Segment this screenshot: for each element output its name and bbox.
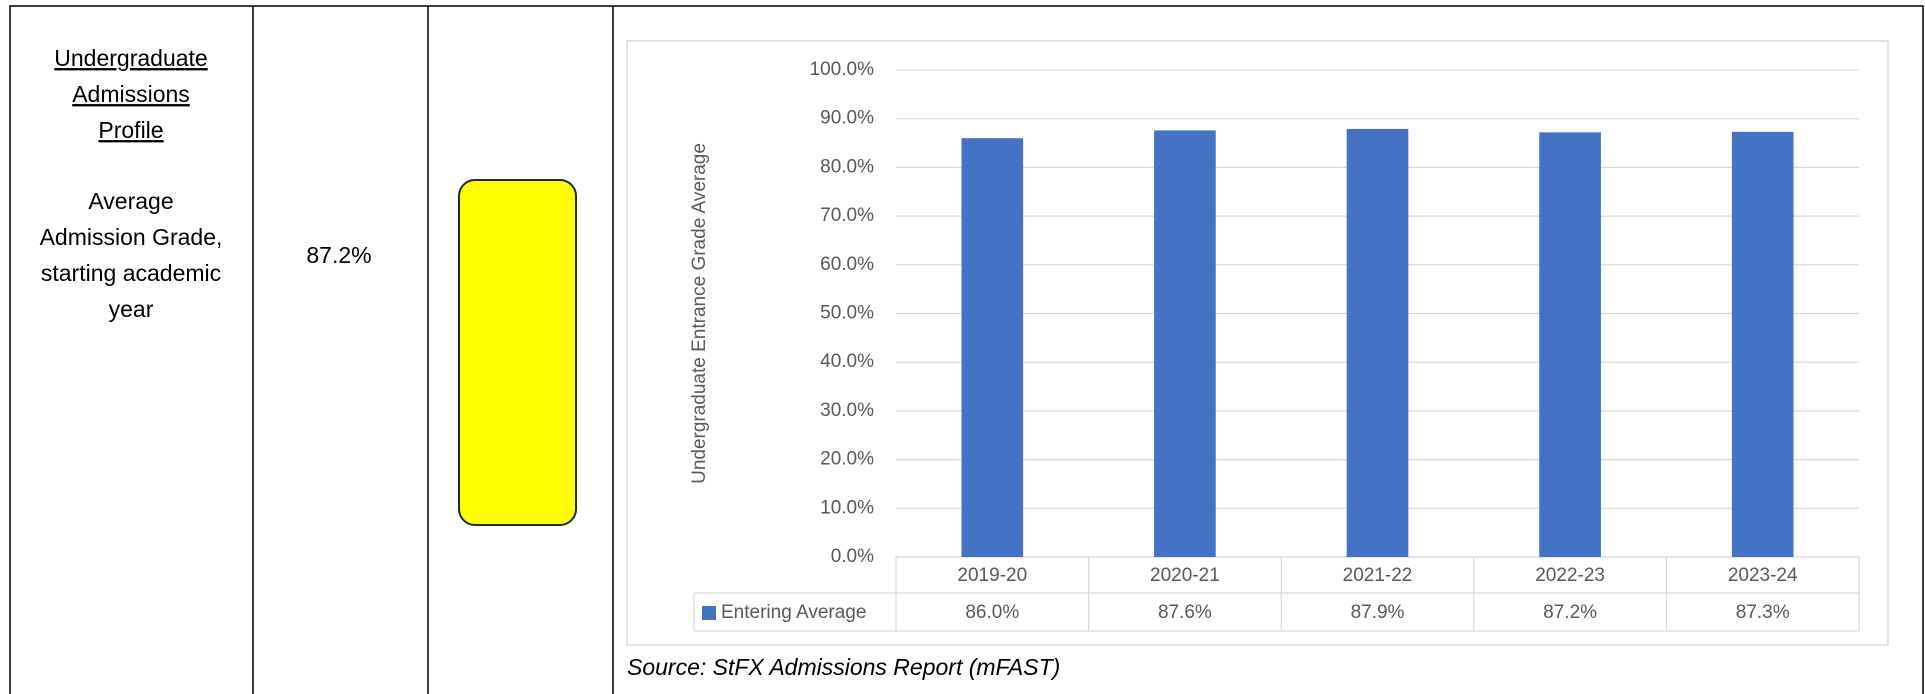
legend-label: Entering Average	[721, 602, 866, 623]
status-indicator	[458, 179, 577, 526]
data-table-value: 87.3%	[1736, 602, 1790, 623]
data-table-value: 87.2%	[1543, 602, 1597, 623]
y-axis-title: Undergraduate Entrance Grade Average	[689, 143, 710, 484]
x-tick-label: 2021-22	[1343, 565, 1413, 586]
y-tick-label: 90.0%	[820, 108, 874, 129]
y-tick-label: 10.0%	[820, 497, 874, 518]
legend-swatch	[702, 606, 716, 620]
profile-heading: Profile	[98, 117, 163, 143]
bar	[1346, 128, 1409, 557]
chart: 0.0% 10.0% 20.0% 30.0% 40.0% 50.0% 60.0% 70.0% 8…	[689, 59, 1860, 632]
bar	[1154, 130, 1216, 557]
x-tick-label: 2023-24	[1728, 565, 1798, 586]
profile-heading: Undergraduate	[54, 45, 207, 71]
x-tick-label: 2019-20	[957, 565, 1027, 586]
current-value: 87.2%	[306, 242, 371, 268]
measure-name: starting academic	[41, 260, 221, 286]
measure-name: year	[109, 296, 154, 322]
x-tick-label: 2020-21	[1150, 565, 1220, 586]
bar	[961, 138, 1024, 557]
y-tick-label: 100.0%	[810, 59, 875, 80]
source-note: Source: StFX Admissions Report (mFAST)	[627, 654, 1060, 680]
data-table-value: 87.9%	[1351, 602, 1405, 623]
x-tick-label: 2022-23	[1535, 565, 1605, 586]
measure-name: Admission Grade,	[40, 224, 223, 250]
y-tick-label: 70.0%	[820, 205, 874, 226]
table-borders	[9, 5, 1924, 694]
y-tick-label: 30.0%	[820, 400, 874, 421]
table-frame	[9, 5, 1924, 694]
data-table-value: 87.6%	[1158, 602, 1212, 623]
measure-name: Average	[88, 188, 173, 214]
y-tick-label: 60.0%	[820, 254, 874, 275]
bar	[1539, 132, 1601, 557]
data-table-value: 86.0%	[965, 602, 1019, 623]
chart-frame	[626, 40, 1889, 646]
profile-heading: Admissions	[72, 81, 190, 107]
y-tick-label: 80.0%	[820, 156, 874, 177]
y-tick-label: 0.0%	[831, 546, 874, 567]
bar	[1731, 131, 1794, 557]
y-tick-label: 40.0%	[820, 351, 874, 372]
y-tick-label: 20.0%	[820, 449, 874, 470]
y-tick-label: 50.0%	[820, 303, 874, 324]
